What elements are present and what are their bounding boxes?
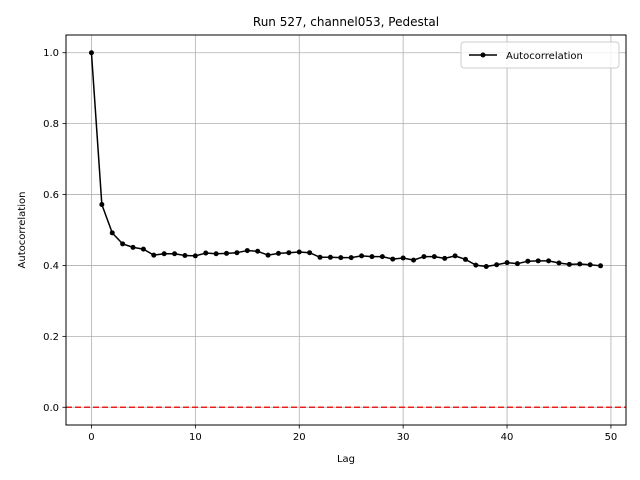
y-tick-label: 1.0: [43, 48, 59, 59]
y-axis-ticks: 0.0 0.2 0.4 0.6 0.8 1.0: [43, 48, 66, 414]
data-point: [327, 254, 333, 260]
data-point: [172, 251, 178, 257]
data-point: [192, 253, 198, 259]
data-point: [140, 246, 146, 252]
data-point: [338, 255, 344, 261]
plot-frame: [65, 34, 627, 426]
data-point: [99, 201, 105, 207]
data-point: [234, 250, 240, 256]
y-tick-label: 0.0: [43, 403, 59, 414]
data-point: [535, 258, 541, 264]
plot-area: [66, 35, 626, 425]
data-point: [421, 254, 427, 260]
series-layer: [88, 50, 604, 270]
x-tick-label: 10: [189, 432, 202, 443]
data-point: [598, 263, 604, 269]
data-point: [494, 262, 500, 268]
data-point: [452, 253, 458, 259]
data-point: [109, 230, 115, 236]
data-point: [587, 262, 593, 268]
data-point: [286, 250, 292, 256]
data-point: [473, 262, 479, 268]
data-point: [348, 255, 354, 261]
data-point: [566, 261, 572, 267]
data-point: [307, 250, 313, 256]
data-point: [525, 258, 531, 264]
data-point: [151, 252, 157, 258]
x-axis-label: Lag: [337, 454, 355, 465]
data-point: [546, 258, 552, 264]
data-point: [411, 257, 417, 263]
data-point: [296, 249, 302, 255]
x-tick-label: 30: [397, 432, 410, 443]
x-tick-label: 0: [88, 432, 94, 443]
x-tick-label: 50: [605, 432, 618, 443]
legend: Autocorrelation: [460, 41, 620, 69]
chart-title: Run 527, channel053, Pedestal: [253, 15, 439, 29]
data-point: [400, 255, 406, 261]
data-point: [213, 251, 219, 257]
x-axis-ticks: 0 10 20 30 40 50: [88, 425, 617, 443]
x-tick-label: 20: [293, 432, 306, 443]
x-tick-label: 40: [501, 432, 514, 443]
data-point: [255, 248, 261, 254]
legend-marker-swatch: [480, 52, 486, 58]
data-point: [462, 256, 468, 262]
data-point: [244, 248, 250, 254]
y-tick-label: 0.4: [43, 261, 59, 272]
data-point: [224, 250, 230, 256]
data-point: [390, 256, 396, 262]
y-tick-label: 0.2: [43, 332, 59, 343]
data-point: [359, 253, 365, 259]
data-point: [483, 264, 489, 270]
y-tick-label: 0.8: [43, 119, 59, 130]
data-point: [203, 250, 209, 256]
data-point: [120, 241, 126, 247]
data-point: [379, 254, 385, 260]
y-axis-label: Autocorrelation: [17, 192, 28, 269]
legend-box: [460, 41, 620, 69]
data-point: [577, 261, 583, 267]
data-point: [161, 251, 167, 257]
grid-lines: [66, 35, 626, 425]
legend-entry-label: Autocorrelation: [506, 51, 583, 62]
data-point: [265, 252, 271, 258]
data-point: [317, 254, 323, 260]
y-tick-label: 0.6: [43, 190, 59, 201]
data-point: [182, 253, 188, 259]
data-point: [442, 255, 448, 261]
data-point: [504, 260, 510, 266]
data-point: [514, 261, 520, 267]
data-point: [275, 250, 281, 256]
data-point: [130, 244, 136, 250]
data-point: [431, 254, 437, 260]
data-point: [556, 260, 562, 266]
data-point: [369, 254, 375, 260]
data-point: [88, 50, 94, 56]
